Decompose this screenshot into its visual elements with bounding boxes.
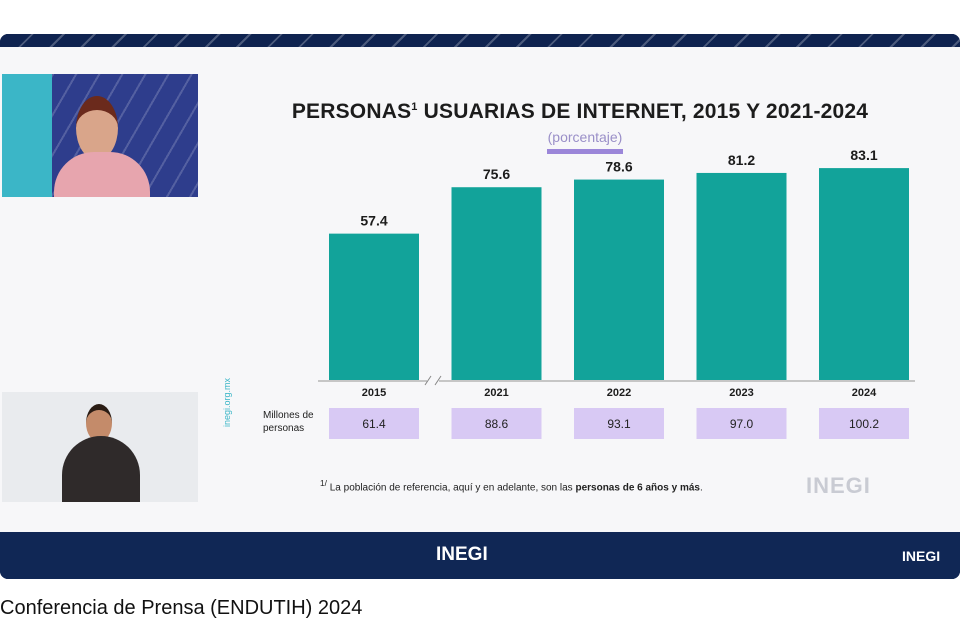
speaker-background-teal	[2, 74, 52, 197]
millions-cell	[696, 408, 787, 439]
millions-value: 93.1	[607, 417, 631, 431]
bar	[451, 187, 542, 380]
table-row-label: Millones de	[263, 410, 314, 421]
table-row-label: personas	[263, 423, 304, 434]
bar	[329, 233, 419, 380]
interpreter-video	[2, 392, 198, 502]
inegi-corner-logo: INEGI	[902, 548, 941, 564]
subtitle-underline	[547, 149, 623, 154]
x-tick-label: 2024	[852, 387, 877, 399]
millions-cell	[451, 408, 542, 439]
bar-chart: Millones de personas 57.4 2015 61.4 75.6 2021 8…	[263, 147, 915, 439]
axis-break-mark	[424, 375, 432, 386]
millions-cell	[329, 408, 419, 439]
chart-subtitle: (porcentaje)	[547, 129, 623, 145]
data-label: 75.6	[483, 166, 510, 182]
top-decorative-band	[0, 34, 960, 47]
axis-break-mark	[434, 375, 442, 386]
millions-cell	[819, 408, 909, 439]
footnote: 1/ La población de referencia, aquí y en…	[320, 478, 703, 494]
footer-band: INEGI INEGI	[0, 532, 960, 579]
video-caption: Conferencia de Prensa (ENDUTIH) 2024	[0, 597, 363, 619]
millions-value: 88.6	[485, 417, 509, 431]
data-label: 81.2	[728, 152, 755, 168]
x-tick-label: 2015	[362, 387, 386, 399]
x-tick-label: 2022	[607, 387, 631, 399]
millions-value: 97.0	[730, 417, 754, 431]
chart-title: PERSONAS1 USUARIAS DE INTERNET, 2015 Y 2…	[291, 100, 869, 123]
speaker-video	[2, 74, 198, 197]
interpreter-head	[86, 404, 112, 442]
speaker-body	[54, 152, 150, 197]
millions-value: 61.4	[362, 417, 386, 431]
presentation-slide: inegi.org.mx PERSONAS1 USUARIAS DE INTER…	[0, 47, 960, 532]
inegi-logo: INEGI	[806, 473, 871, 498]
data-label: 78.6	[605, 159, 632, 175]
x-tick-label: 2021	[484, 387, 508, 399]
interpreter-body	[62, 436, 140, 502]
bar	[819, 168, 909, 380]
data-label: 57.4	[360, 213, 387, 229]
millions-cell	[574, 408, 664, 439]
x-tick-label: 2023	[729, 387, 753, 399]
bar	[574, 179, 664, 380]
data-label: 83.1	[850, 147, 877, 163]
millions-value: 100.2	[849, 417, 879, 431]
inegi-footer-logo: INEGI	[436, 544, 488, 565]
speaker-head	[76, 96, 118, 160]
bar	[696, 172, 787, 380]
axis-break-gap	[427, 376, 439, 386]
video-frame: inegi.org.mx PERSONAS1 USUARIAS DE INTER…	[0, 34, 960, 579]
